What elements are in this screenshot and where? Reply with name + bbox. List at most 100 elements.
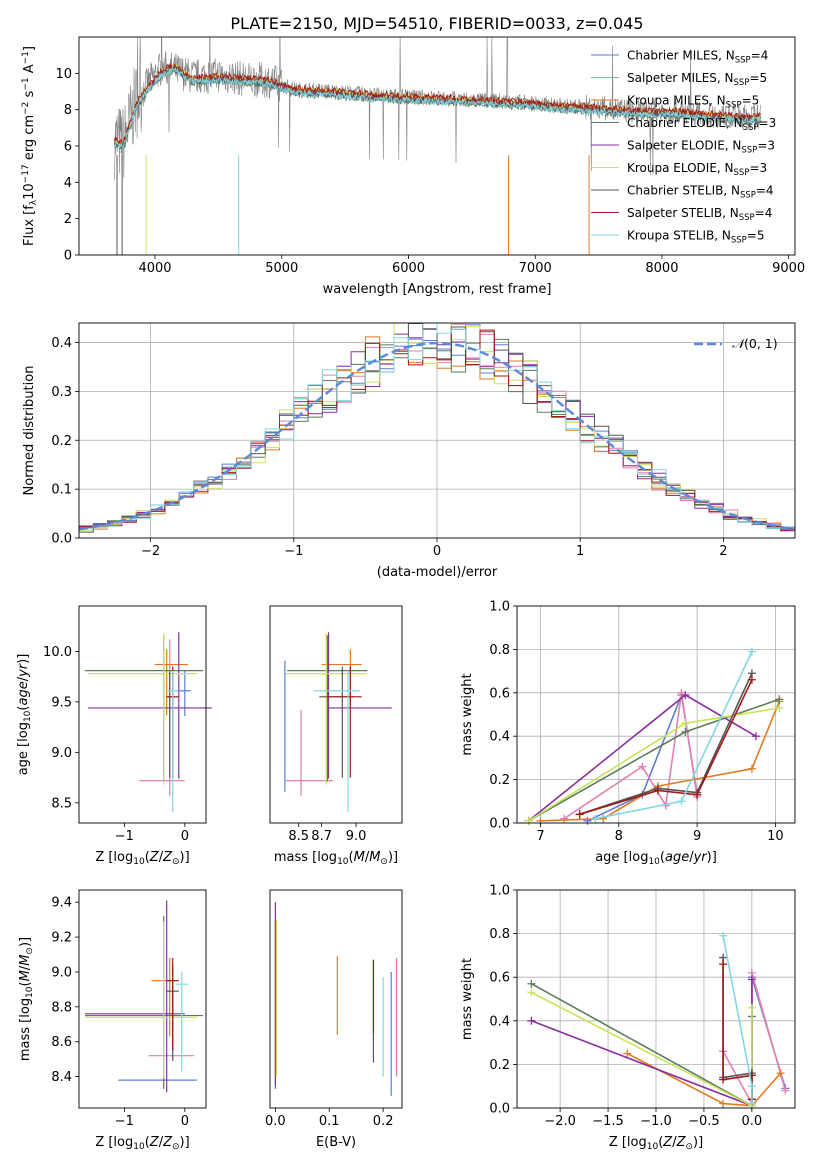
legend-entry: Chabrier ELODIE, NSSP=3 — [627, 116, 776, 133]
weight-marker — [776, 1069, 785, 1078]
y-axis-label: age [log10(age/yr)] — [16, 654, 33, 776]
weight-marker — [527, 979, 536, 988]
legend-entry: Chabrier STELIB, NSSP=4 — [627, 184, 774, 201]
x-tick-label: −1.0 — [640, 1114, 672, 1129]
x-tick-label: 7 — [536, 829, 544, 844]
x-tick-label: 0 — [181, 829, 189, 844]
x-tick-label: 0.0 — [265, 1114, 286, 1129]
weight-line — [626, 1052, 782, 1107]
x-axis-label: Z [log10(Z/Z⊙)] — [95, 850, 189, 867]
legend-entry: Salpeter STELIB, NSSP=4 — [627, 206, 772, 223]
weight-line — [540, 701, 781, 822]
y-tick-label: 1.0 — [489, 600, 510, 615]
y-tick-label: 0.1 — [51, 483, 72, 498]
weight-marker — [559, 814, 568, 823]
ebv-mass-panel: 0.0 0.1 0.2 E(B-V) — [265, 889, 403, 1150]
x-tick-label: 8 — [615, 829, 623, 844]
figure-title: PLATE=2150, MJD=54510, FIBERID=0033, z=0… — [230, 14, 643, 33]
y-tick-label: 0.3 — [51, 385, 72, 400]
weight-marker — [747, 975, 756, 984]
x-axis-label: wavelength [Angstrom, rest frame] — [323, 282, 552, 297]
weight-line — [722, 972, 787, 1104]
x-tick-label: 4000 — [138, 261, 171, 276]
axes-frame — [269, 889, 403, 1109]
x-axis-label: E(B-V) — [316, 1135, 356, 1150]
y-tick-label: 9.0 — [51, 746, 72, 761]
weight-marker — [575, 810, 584, 819]
weight-marker — [623, 1049, 632, 1058]
weight-marker — [747, 1082, 756, 1091]
metallicity-age-panel: −1 0 8.5 9.0 9.5 10.0 Z [log10(Z/Z⊙)] age [log1… — [16, 605, 213, 867]
weight-marker — [747, 1003, 756, 1012]
weight-marker — [638, 762, 647, 771]
y-tick-label: 0.4 — [51, 336, 72, 351]
spectrum-plot-area — [114, 37, 762, 255]
weight-marker — [775, 703, 784, 712]
y-tick-label: 9.5 — [51, 695, 72, 710]
y-tick-label: 6 — [64, 140, 72, 155]
axes-frame — [78, 605, 207, 824]
x-tick-label: 8.7 — [311, 829, 332, 844]
age-weight-panel: 7 8 9 10 0.0 0.2 0.4 0.6 0.8 1.0 age [log10(age/yr… — [460, 600, 796, 867]
x-tick-label: 2 — [719, 544, 727, 559]
weight-marker — [599, 814, 608, 823]
weight-marker — [524, 816, 533, 825]
x-tick-label: 1 — [576, 544, 584, 559]
weight-marker — [747, 764, 756, 773]
x-tick-label: 8000 — [645, 261, 678, 276]
y-axis-label: mass weight — [460, 958, 475, 1040]
weight-marker — [719, 960, 728, 969]
y-tick-label: 0.8 — [489, 643, 510, 658]
y-tick-label: 10.0 — [43, 645, 72, 660]
weight-line — [579, 679, 753, 816]
x-tick-label: 5000 — [265, 261, 298, 276]
x-tick-label: 8.5 — [288, 829, 309, 844]
gaussian-reference-curve — [79, 341, 795, 531]
y-tick-label: 0.4 — [489, 1014, 510, 1029]
x-tick-label: −0.5 — [688, 1114, 720, 1129]
weight-line — [579, 672, 753, 816]
x-tick-label: −1 — [115, 829, 134, 844]
x-tick-label: 9.0 — [346, 829, 367, 844]
weight-marker — [527, 1016, 536, 1025]
y-tick-label: 8.5 — [51, 796, 72, 811]
weight-marker — [583, 816, 592, 825]
x-tick-label: 9000 — [772, 261, 805, 276]
weight-marker — [653, 786, 662, 795]
legend-entry: Kroupa STELIB, NSSP=5 — [627, 229, 765, 246]
y-tick-label: 8.8 — [51, 1000, 72, 1015]
legend-entry: Salpeter ELODIE, NSSP=3 — [627, 139, 775, 156]
weight-marker — [775, 695, 784, 704]
y-tick-label: 8.6 — [51, 1035, 72, 1050]
x-axis-label: Z [log10(Z/Z⊙)] — [95, 1135, 189, 1152]
weight-line — [528, 698, 780, 822]
weight-marker — [747, 675, 756, 684]
y-tick-label: 9.4 — [51, 896, 72, 911]
y-tick-label: 9.0 — [51, 965, 72, 980]
x-tick-label: 0.0 — [742, 1114, 763, 1129]
axes-frame — [269, 605, 403, 824]
legend-entry: Salpeter MILES, NSSP=5 — [627, 71, 767, 88]
residual-histogram-panel: −2 −1 0 1 2 0.0 0.1 0.2 0.3 0.4 (data-model)/error… — [22, 322, 796, 580]
weight-marker — [751, 732, 760, 741]
legend-entry: 𝒩(0, 1) — [732, 336, 778, 351]
y-axis-label: Normed distribution — [22, 366, 37, 496]
x-tick-label: 10 — [767, 829, 784, 844]
x-axis-label: age [log10(age/yr)] — [595, 850, 717, 867]
mass-age-panel: 8.5 9.0 8.7 mass [log10(M/M⊙)] — [269, 605, 403, 867]
residual-histogram — [79, 323, 795, 538]
x-tick-label: 0.1 — [319, 1114, 340, 1129]
legend-entry: Chabrier MILES, NSSP=4 — [627, 49, 768, 66]
weight-marker — [719, 1099, 728, 1108]
metallicity-mass-panel: −1 0 8.4 8.6 8.8 9.0 9.2 9.4 Z [log10(Z/Z⊙)] mass… — [18, 889, 207, 1152]
weight-marker — [591, 814, 600, 823]
y-tick-label: 0.0 — [489, 1102, 510, 1117]
weight-marker — [677, 797, 686, 806]
weight-marker — [719, 1075, 728, 1084]
x-axis-label: Z [log10(Z/Z⊙)] — [609, 1135, 703, 1152]
y-tick-label: 0.2 — [489, 773, 510, 788]
x-tick-label: −1 — [115, 1114, 134, 1129]
y-axis-label: Flux [fλ10−17 erg cm−2 s−1 A−1] — [21, 46, 39, 246]
hist-plot-area — [79, 323, 795, 538]
